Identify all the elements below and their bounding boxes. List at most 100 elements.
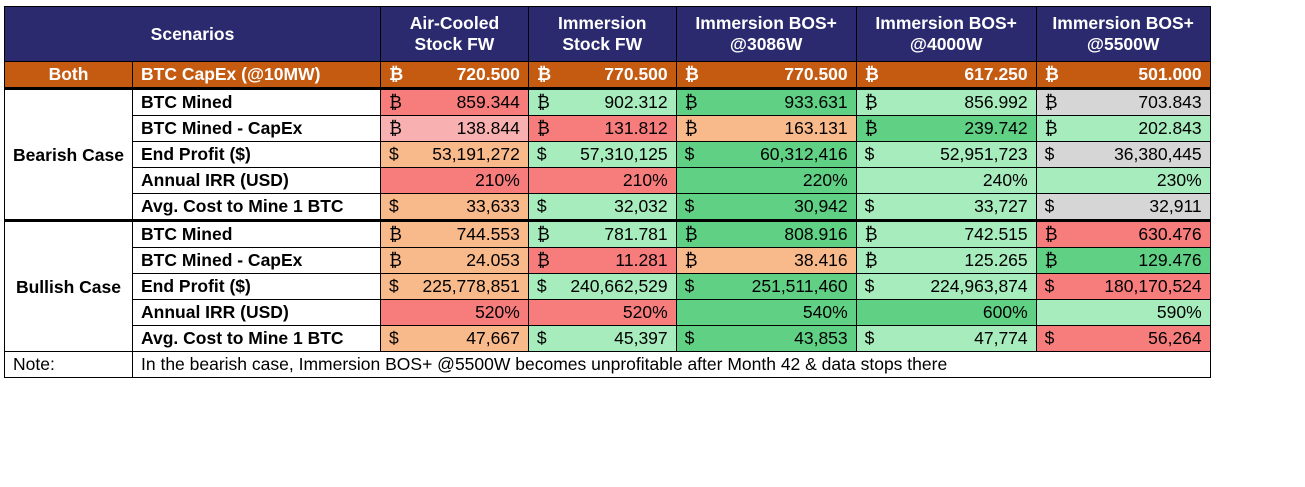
value-cell: 32,911 <box>1070 193 1211 221</box>
scenario-comparison-table: Scenarios Air-Cooled Stock FW Immersion St… <box>4 6 1211 378</box>
currency-symbol: ₿ <box>527 247 563 274</box>
value-cell: 32,032 <box>562 193 677 221</box>
currency-symbol: ₿ <box>855 219 891 248</box>
metric-label: Annual IRR (USD) <box>132 299 381 326</box>
value-cell: 501.000 <box>1070 61 1211 89</box>
value-cell: 129.476 <box>1070 247 1211 274</box>
value-cell: 933.631 <box>710 87 857 116</box>
value-cell: 24.053 <box>414 247 529 274</box>
bearish-row: End Profit ($) $53,191,272 $57,310,125 $60,… <box>5 141 1211 168</box>
header-col-immersion-stock: Immersion Stock FW <box>527 6 677 62</box>
currency-symbol: $ <box>675 141 711 168</box>
value-cell: 630.476 <box>1070 219 1211 248</box>
value-cell: 808.916 <box>710 219 857 248</box>
currency-symbol: $ <box>855 141 891 168</box>
metric-label: BTC CapEx (@10MW) <box>132 61 381 89</box>
bearish-row: Avg. Cost to Mine 1 BTC $33,633 $32,032 $30… <box>5 193 1211 221</box>
value-cell: 30,942 <box>710 193 857 221</box>
value-cell: 251,511,460 <box>710 273 857 300</box>
currency-symbol: ₿ <box>1035 247 1071 274</box>
currency-symbol: $ <box>527 325 563 352</box>
value-cell: 770.500 <box>710 61 857 89</box>
currency-symbol: $ <box>380 141 415 168</box>
value-cell: 744.553 <box>414 219 529 248</box>
value-cell: 47,667 <box>414 325 529 352</box>
metric-label: Annual IRR (USD) <box>132 167 381 194</box>
value-cell: 45,397 <box>562 325 677 352</box>
header-col-air-cooled: Air-Cooled Stock FW <box>380 6 529 62</box>
value-cell: 240,662,529 <box>562 273 677 300</box>
value-cell: 703.843 <box>1070 87 1211 116</box>
percent-cell: 520% <box>527 299 677 326</box>
value-cell: 47,774 <box>890 325 1037 352</box>
value-cell: 131.812 <box>562 115 677 142</box>
note-label: Note: <box>4 351 133 378</box>
value-cell: 163.131 <box>710 115 857 142</box>
currency-symbol: $ <box>380 193 415 221</box>
percent-cell: 240% <box>855 167 1037 194</box>
currency-symbol: $ <box>855 273 891 300</box>
currency-symbol: ₿ <box>675 247 711 274</box>
currency-symbol: ₿ <box>855 61 891 89</box>
bullish-row: Avg. Cost to Mine 1 BTC $47,667 $45,397 $43… <box>5 325 1211 352</box>
percent-cell: 220% <box>675 167 857 194</box>
value-cell: 781.781 <box>562 219 677 248</box>
currency-symbol: ₿ <box>675 61 711 89</box>
currency-symbol: ₿ <box>675 115 711 142</box>
value-cell: 202.843 <box>1070 115 1211 142</box>
header-col-bos-4000: Immersion BOS+ @4000W <box>855 6 1037 62</box>
metric-label: BTC Mined - CapEx <box>132 115 381 142</box>
currency-symbol: ₿ <box>527 61 563 89</box>
value-cell: 56,264 <box>1070 325 1211 352</box>
value-cell: 720.500 <box>414 61 529 89</box>
note-text: In the bearish case, Immersion BOS+ @550… <box>132 351 1211 378</box>
note-row: Note: In the bearish case, Immersion BOS… <box>4 351 1211 378</box>
value-cell: 239.742 <box>890 115 1037 142</box>
metric-label: End Profit ($) <box>132 141 381 168</box>
bearish-case-label: Bearish Case <box>4 87 133 221</box>
currency-symbol: ₿ <box>527 219 563 248</box>
currency-symbol: $ <box>527 193 563 221</box>
percent-cell: 600% <box>855 299 1037 326</box>
bearish-row: Bearish Case BTC Mined ₿ 859.344 ₿ 902.312 ₿ 93… <box>4 87 1211 221</box>
currency-symbol: ₿ <box>527 115 563 142</box>
currency-symbol: ₿ <box>855 87 891 116</box>
header-col-bos-3086: Immersion BOS+ @3086W <box>675 6 857 62</box>
currency-symbol: $ <box>380 273 415 300</box>
currency-symbol: ₿ <box>1035 219 1071 248</box>
currency-symbol: $ <box>855 193 891 221</box>
currency-symbol: ₿ <box>380 219 415 248</box>
metric-label: Avg. Cost to Mine 1 BTC <box>132 193 381 221</box>
bullish-row: Bullish Case BTC Mined ₿ 744.553 ₿ 781.781 ₿ 80… <box>4 219 1211 352</box>
currency-symbol: $ <box>527 273 563 300</box>
metric-label: BTC Mined <box>132 219 381 248</box>
value-cell: 856.992 <box>890 87 1037 116</box>
bearish-row: Annual IRR (USD) 210% 210% 220% 240% 230% <box>5 167 1211 194</box>
header-scenarios: Scenarios <box>4 6 381 62</box>
currency-symbol: ₿ <box>527 87 563 116</box>
currency-symbol: $ <box>675 273 711 300</box>
currency-symbol: $ <box>1035 273 1071 300</box>
currency-symbol: ₿ <box>380 247 415 274</box>
value-cell: 138.844 <box>414 115 529 142</box>
currency-symbol: ₿ <box>855 247 891 274</box>
percent-cell: 590% <box>1035 299 1211 326</box>
both-label: Both <box>4 61 133 89</box>
currency-symbol: ₿ <box>380 115 415 142</box>
value-cell: 742.515 <box>890 219 1037 248</box>
currency-symbol: $ <box>1035 193 1071 221</box>
metric-label: BTC Mined - CapEx <box>132 247 381 274</box>
currency-symbol: ₿ <box>1035 61 1071 89</box>
bullish-case-label: Bullish Case <box>4 219 133 352</box>
bearish-row: BTC Mined - CapEx ₿ 138.844 ₿ 131.812 ₿ 163.13… <box>5 115 1211 142</box>
metric-label: End Profit ($) <box>132 273 381 300</box>
currency-symbol: ₿ <box>855 115 891 142</box>
both-capex-row: Both BTC CapEx (@10MW) ₿ 720.500 ₿ 770.5… <box>4 61 1211 89</box>
bullish-row: Annual IRR (USD) 520% 520% 540% 600% 590% <box>5 299 1211 326</box>
percent-cell: 520% <box>380 299 529 326</box>
value-cell: 859.344 <box>414 87 529 116</box>
value-cell: 225,778,851 <box>414 273 529 300</box>
value-cell: 60,312,416 <box>710 141 857 168</box>
currency-symbol: ₿ <box>675 87 711 116</box>
value-cell: 43,853 <box>710 325 857 352</box>
